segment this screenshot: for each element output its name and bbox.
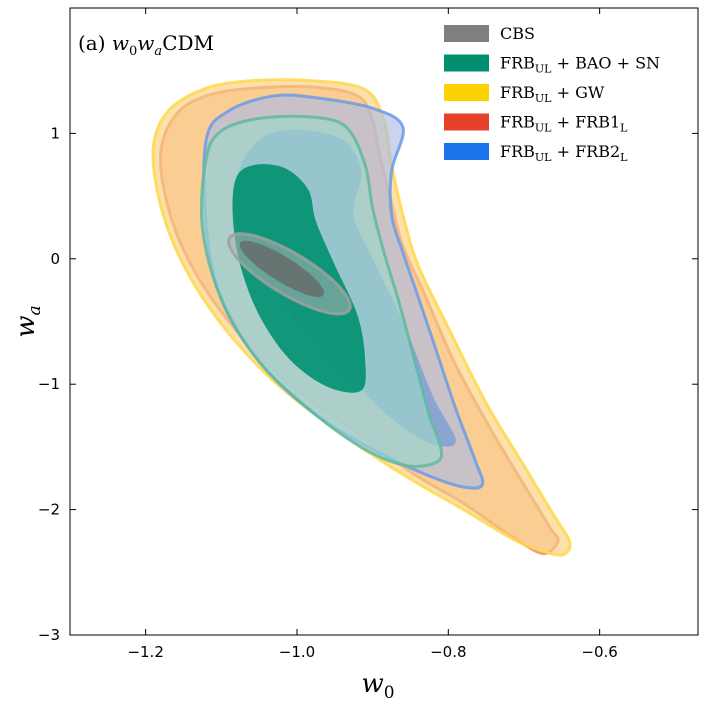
legend-swatch	[444, 25, 489, 42]
panel-label-text: (a) w0waCDM	[78, 31, 214, 59]
legend-label: FRBUL + BAO + SN	[500, 54, 660, 76]
x-tick-label: −0.6	[581, 643, 617, 661]
y-axis-label: wa	[11, 305, 45, 337]
legend-label: CBS	[500, 24, 535, 43]
plot-frame	[69, 7, 699, 636]
legend-label: FRBUL + GW	[500, 83, 605, 105]
x-axis-label: w0	[361, 669, 394, 703]
legend: CBS FRBUL + BAO + SN FRBUL + GW FRBUL + FRB…	[444, 24, 660, 164]
contour-layer	[151, 78, 572, 557]
contour-cbs	[227, 232, 352, 316]
legend-label: FRBUL + FRB1L	[500, 113, 628, 135]
legend-swatch	[444, 113, 489, 131]
legend-swatch	[444, 84, 489, 101]
contour-cbs-inner	[239, 240, 325, 297]
legend-item-cbs: CBS	[444, 24, 535, 43]
legend-item-frb_frb2: FRBUL + FRB2L	[444, 142, 628, 164]
legend-swatch	[444, 143, 489, 160]
y-tick-label: 1	[50, 124, 60, 142]
legend-label: FRBUL + FRB2L	[500, 142, 628, 164]
legend-item-frb_frb1: FRBUL + FRB1L	[444, 113, 628, 135]
x-tick-label: −1.2	[127, 643, 163, 661]
y-tick-label: 0	[50, 250, 60, 268]
y-tick-label: −3	[38, 626, 60, 644]
x-tick-label: −1.0	[279, 643, 315, 661]
axis-ticks: −1.2 −1.0 −0.8 −0.6 −3 −2 −1 0 1	[38, 8, 698, 661]
y-tick-label: −1	[38, 375, 60, 393]
legend-item-frb_gw: FRBUL + GW	[444, 83, 605, 105]
y-tick-label: −2	[38, 501, 60, 519]
legend-swatch	[444, 54, 489, 72]
panel-label: (a) w0waCDM	[78, 31, 214, 59]
legend-item-frb_bao: FRBUL + BAO + SN	[444, 54, 660, 76]
x-tick-label: −0.8	[430, 643, 466, 661]
